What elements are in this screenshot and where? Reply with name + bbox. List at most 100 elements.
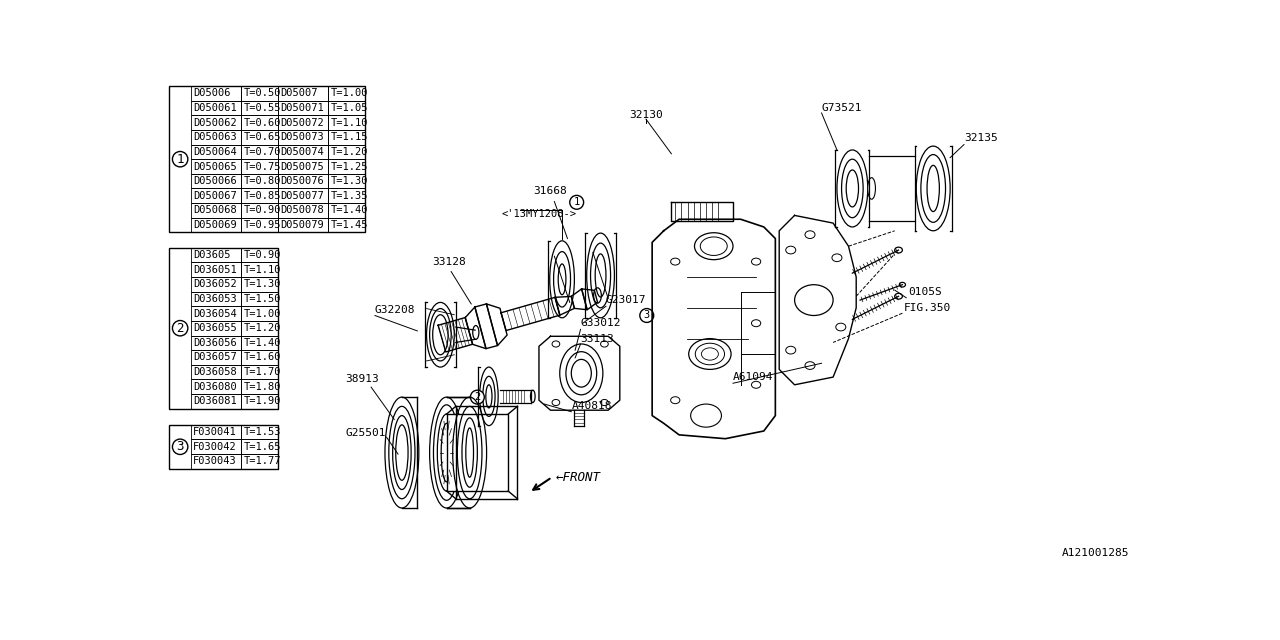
Polygon shape: [780, 216, 856, 385]
Text: D050061: D050061: [193, 103, 237, 113]
Text: D036053: D036053: [193, 294, 237, 304]
Bar: [241, 159, 278, 174]
Bar: [241, 145, 278, 159]
Text: D050078: D050078: [280, 205, 324, 216]
Bar: [191, 188, 241, 203]
Text: D036057: D036057: [193, 353, 237, 362]
Bar: [191, 115, 241, 130]
Text: T=1.45: T=1.45: [330, 220, 367, 230]
Text: F030042: F030042: [193, 442, 237, 452]
Text: D050063: D050063: [193, 132, 237, 142]
Text: T=1.15: T=1.15: [330, 132, 367, 142]
Text: T=1.77: T=1.77: [243, 456, 280, 467]
Bar: [328, 188, 365, 203]
Bar: [328, 174, 365, 188]
Bar: [278, 86, 328, 100]
Text: 33128: 33128: [433, 257, 466, 267]
Text: D05007: D05007: [280, 88, 317, 99]
Text: T=1.20: T=1.20: [243, 323, 280, 333]
Bar: [278, 203, 328, 218]
Bar: [191, 425, 241, 440]
Text: 1: 1: [177, 153, 184, 166]
Bar: [191, 365, 241, 380]
Bar: [328, 218, 365, 232]
Text: A61094: A61094: [733, 372, 773, 382]
Ellipse shape: [868, 178, 876, 199]
Text: D050073: D050073: [280, 132, 324, 142]
Ellipse shape: [594, 288, 602, 303]
Text: T=1.30: T=1.30: [330, 176, 367, 186]
Text: 0105S: 0105S: [909, 287, 942, 298]
Text: D050075: D050075: [280, 161, 324, 172]
Text: 3: 3: [644, 310, 650, 321]
Bar: [278, 174, 328, 188]
Bar: [328, 159, 365, 174]
Text: D050071: D050071: [280, 103, 324, 113]
Bar: [278, 115, 328, 130]
Text: T=1.10: T=1.10: [330, 118, 367, 127]
Text: T=1.25: T=1.25: [330, 161, 367, 172]
Text: F030041: F030041: [193, 427, 237, 437]
Text: D050062: D050062: [193, 118, 237, 127]
Bar: [191, 321, 241, 335]
Text: D036058: D036058: [193, 367, 237, 377]
Text: T=1.50: T=1.50: [243, 294, 280, 304]
Bar: [191, 145, 241, 159]
Bar: [191, 100, 241, 115]
Bar: [241, 188, 278, 203]
Ellipse shape: [472, 326, 479, 339]
Circle shape: [640, 308, 654, 323]
Bar: [328, 100, 365, 115]
Text: D050068: D050068: [193, 205, 237, 216]
Text: D050072: D050072: [280, 118, 324, 127]
Ellipse shape: [900, 282, 905, 287]
Bar: [278, 188, 328, 203]
Text: D050064: D050064: [193, 147, 237, 157]
Bar: [241, 394, 278, 409]
Text: <'13MY1208->: <'13MY1208->: [502, 209, 577, 219]
Text: D05006: D05006: [193, 88, 230, 99]
Text: T=1.05: T=1.05: [330, 103, 367, 113]
Bar: [169, 248, 278, 409]
Text: 1: 1: [573, 197, 580, 207]
Text: 2: 2: [474, 392, 480, 402]
Bar: [328, 130, 365, 145]
Text: T=0.90: T=0.90: [243, 205, 280, 216]
Text: ←FRONT: ←FRONT: [556, 470, 600, 484]
Bar: [241, 218, 278, 232]
Bar: [241, 115, 278, 130]
Ellipse shape: [895, 293, 902, 299]
Text: G25501: G25501: [346, 428, 387, 438]
Polygon shape: [652, 220, 776, 438]
Text: F030043: F030043: [193, 456, 237, 467]
Bar: [278, 100, 328, 115]
Bar: [191, 307, 241, 321]
Text: 3: 3: [177, 440, 184, 453]
Bar: [241, 425, 278, 440]
Bar: [241, 203, 278, 218]
Bar: [191, 454, 241, 468]
Text: G73521: G73521: [822, 102, 861, 113]
Text: T=0.85: T=0.85: [243, 191, 280, 201]
Text: T=0.70: T=0.70: [243, 147, 280, 157]
Text: T=1.10: T=1.10: [243, 265, 280, 275]
Text: T=1.35: T=1.35: [330, 191, 367, 201]
Bar: [241, 440, 278, 454]
Text: D036051: D036051: [193, 265, 237, 275]
Text: T=1.40: T=1.40: [243, 338, 280, 348]
Bar: [241, 307, 278, 321]
Text: D050065: D050065: [193, 161, 237, 172]
Text: T=1.00: T=1.00: [243, 308, 280, 319]
Bar: [191, 130, 241, 145]
Bar: [328, 86, 365, 100]
Text: G33012: G33012: [581, 318, 621, 328]
Text: T=1.60: T=1.60: [243, 353, 280, 362]
Bar: [241, 174, 278, 188]
Text: T=1.65: T=1.65: [243, 442, 280, 452]
Bar: [241, 130, 278, 145]
Text: 31668: 31668: [532, 186, 567, 196]
Bar: [191, 350, 241, 365]
Text: D03605: D03605: [193, 250, 230, 260]
Bar: [328, 115, 365, 130]
Bar: [191, 380, 241, 394]
